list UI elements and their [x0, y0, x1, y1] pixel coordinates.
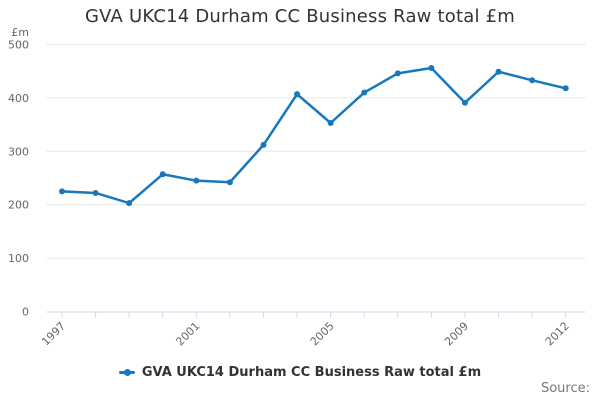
data-point-marker[interactable] [562, 85, 569, 92]
data-point-marker[interactable] [495, 68, 502, 75]
y-tick-label: 200 [8, 199, 29, 212]
data-point-marker[interactable] [394, 70, 401, 77]
data-point-marker[interactable] [294, 91, 301, 98]
y-tick-label: 400 [8, 92, 29, 105]
data-point-marker[interactable] [361, 89, 368, 96]
data-point-marker[interactable] [193, 177, 200, 184]
x-tick-label: 2001 [173, 319, 202, 348]
legend-series-marker-icon [118, 369, 135, 376]
data-point-marker[interactable] [260, 141, 267, 148]
legend-item[interactable]: GVA UKC14 Durham CC Business Raw total £… [0, 365, 600, 380]
x-tick-label: 1997 [39, 319, 68, 348]
data-point-marker[interactable] [529, 77, 536, 84]
x-tick-label: 2012 [543, 319, 572, 348]
x-tick-label: 2005 [308, 319, 337, 348]
data-point-marker[interactable] [159, 171, 166, 178]
legend-label: GVA UKC14 Durham CC Business Raw total £… [141, 365, 482, 380]
y-tick-label: 100 [8, 252, 29, 265]
y-axis-unit-label: £m [11, 26, 29, 39]
y-tick-label: 0 [22, 306, 29, 319]
source-label: Source: [540, 381, 590, 396]
data-point-marker[interactable] [461, 99, 468, 106]
data-point-marker[interactable] [126, 200, 133, 207]
y-tick-label: 500 [8, 39, 29, 52]
data-point-marker[interactable] [59, 188, 65, 195]
data-point-marker[interactable] [428, 64, 435, 71]
data-point-marker[interactable] [92, 189, 99, 196]
series-line [60, 66, 567, 205]
y-tick-label: 300 [8, 145, 29, 158]
data-point-marker[interactable] [327, 119, 334, 126]
chart-title: GVA UKC14 Durham CC Business Raw total £… [85, 6, 515, 27]
data-point-marker[interactable] [226, 179, 233, 186]
x-tick-label: 2009 [442, 319, 471, 348]
